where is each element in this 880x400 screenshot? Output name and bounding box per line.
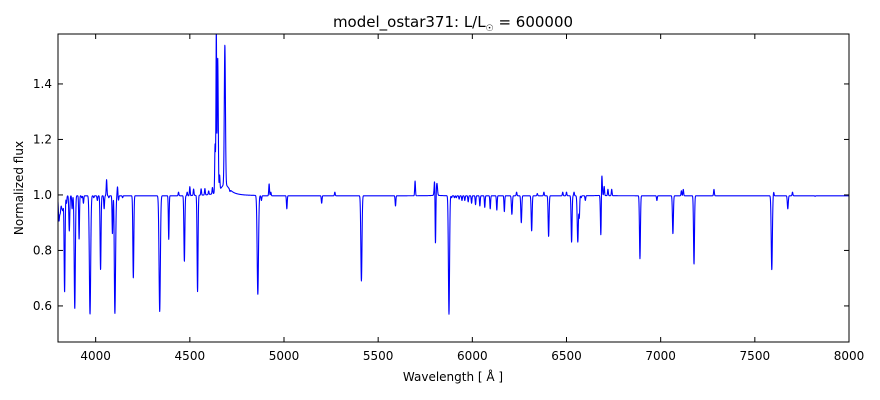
y-tick-label: 1.2 — [33, 132, 52, 146]
title-suffix: = 600000 — [494, 13, 573, 31]
x-tick-label: 6500 — [551, 349, 582, 363]
y-tick-label: 0.8 — [33, 243, 52, 257]
title-subscript: ☉ — [486, 24, 494, 34]
spectrum-line — [58, 34, 849, 315]
y-tick-label: 1.4 — [33, 77, 52, 91]
x-tick-label: 4500 — [175, 349, 206, 363]
y-axis: 0.6 0.8 1.0 1.2 1.4 — [33, 77, 849, 313]
spectrum-series — [58, 34, 849, 315]
x-axis: 4000 4500 5000 5500 6000 6500 7000 7500 8000 — [80, 34, 864, 363]
y-tick-label: 0.6 — [33, 299, 52, 313]
x-tick-label: 5000 — [269, 349, 300, 363]
title-main: model_ostar371: L/L — [333, 13, 486, 32]
y-axis-label: Normalized flux — [12, 141, 26, 235]
x-tick-label: 5500 — [363, 349, 394, 363]
plot-frame — [57, 33, 850, 343]
x-tick-label: 7500 — [740, 349, 771, 363]
y-tick-label: 1.0 — [33, 188, 52, 202]
x-tick-label: 7000 — [645, 349, 676, 363]
x-tick-label: 8000 — [834, 349, 865, 363]
chart-title: model_ostar371: L/L☉ = 600000 — [333, 13, 573, 34]
svg-text:model_ostar371: L/L☉ = 600000: model_ostar371: L/L☉ = 600000 — [333, 13, 573, 34]
x-tick-label: 4000 — [80, 349, 111, 363]
x-tick-label: 6000 — [457, 349, 488, 363]
x-axis-label: Wavelength [ Å ] — [403, 369, 503, 384]
